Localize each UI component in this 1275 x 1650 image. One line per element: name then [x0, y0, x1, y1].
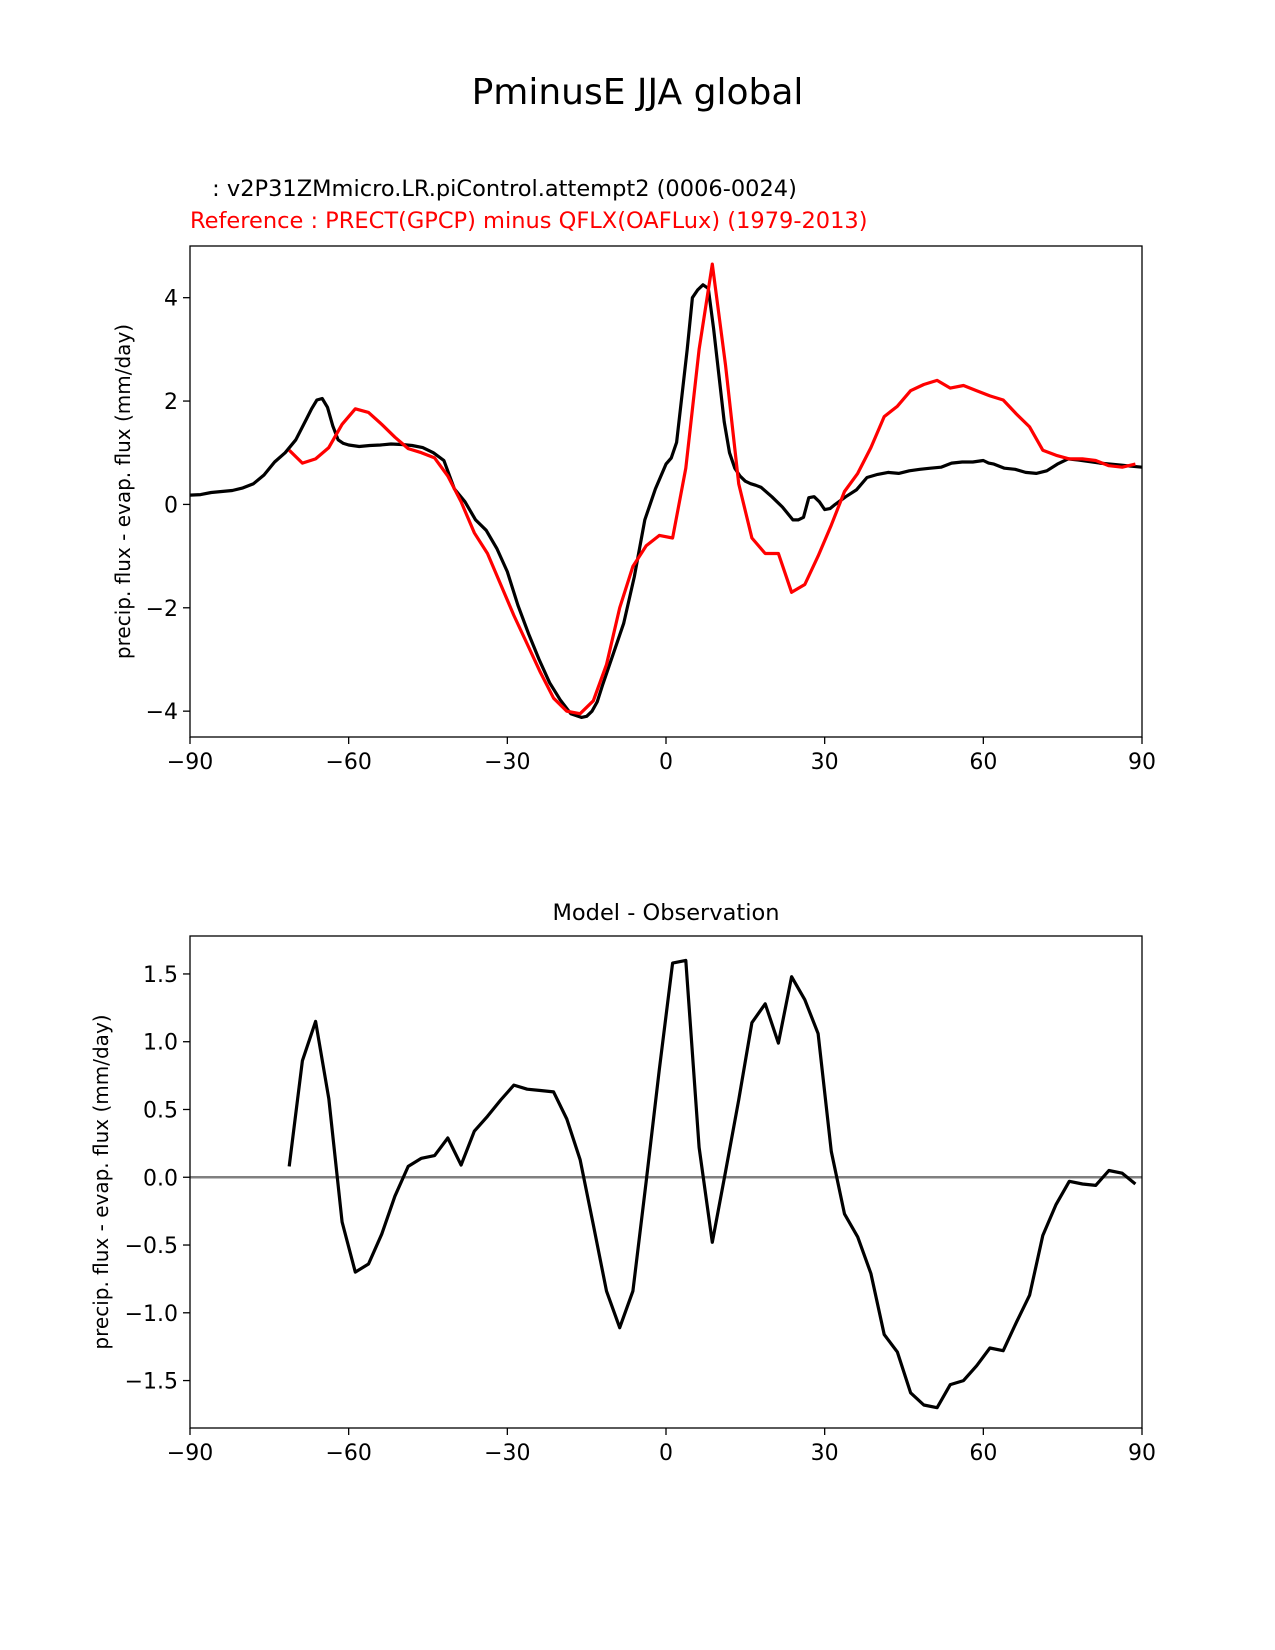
bottom-x-tick-label: 90	[1128, 1441, 1156, 1466]
top-x-tick-label: −90	[167, 750, 213, 775]
top-series-test	[189, 283, 1143, 720]
bottom-y-tick-label: 0.0	[143, 1166, 178, 1191]
bottom-y-tick-label: 1.5	[143, 963, 178, 988]
bottom-x-tick-label: 60	[969, 1441, 997, 1466]
bottom-series-difference	[287, 958, 1137, 1410]
bottom-x-tick-label: 0	[659, 1441, 673, 1466]
top-x-tick-label: −30	[484, 750, 530, 775]
top-y-tick-label: −4	[146, 700, 178, 725]
top-x-tick-label: 90	[1128, 750, 1156, 775]
top-x-tick-label: 30	[811, 750, 839, 775]
top-series-reference	[288, 262, 1136, 716]
bottom-x-tick-label: 30	[811, 1441, 839, 1466]
test-series-label: : v2P31ZMmicro.LR.piControl.attempt2 (00…	[205, 176, 797, 202]
difference-plot: −90 −60 −30 0 30 60 90 −1.5 −1.0 −0.5 0.0 0.5 1.0 1.5…	[89, 935, 1156, 1466]
bottom-y-tick-label: 0.5	[143, 1098, 178, 1123]
comparison-plot: −90 −60 −30 0 30 60 90 −4 −2 0 2 4 precip. flux - ev…	[111, 245, 1156, 775]
bottom-y-axis-label: precip. flux - evap. flux (mm/day)	[89, 1014, 113, 1349]
bottom-x-tick-label: −90	[167, 1441, 213, 1466]
figure-title: PminusE JJA global	[471, 72, 804, 113]
bottom-y-tick-label: 1.0	[143, 1031, 178, 1056]
top-y-tick-label: 2	[164, 390, 178, 415]
top-y-tick-label: −2	[146, 597, 178, 622]
top-x-tick-label: −60	[325, 750, 371, 775]
top-y-tick-label: 0	[164, 493, 178, 518]
difference-plot-title: Model - Observation	[552, 900, 780, 926]
reference-series-label: Reference : PRECT(GPCP) minus QFLX(OAFLu…	[190, 208, 868, 234]
top-x-tick-label: 60	[969, 750, 997, 775]
bottom-y-tick-label: −0.5	[125, 1234, 178, 1259]
bottom-x-tick-label: −60	[325, 1441, 371, 1466]
top-y-axis-label: precip. flux - evap. flux (mm/day)	[111, 324, 135, 659]
top-y-tick-label: 4	[164, 287, 178, 312]
bottom-y-tick-label: −1.5	[125, 1370, 178, 1395]
top-x-tick-label: 0	[659, 750, 673, 775]
top-axes-frame	[189, 245, 1143, 738]
bottom-x-tick-label: −30	[484, 1441, 530, 1466]
bottom-y-tick-label: −1.0	[125, 1302, 178, 1327]
